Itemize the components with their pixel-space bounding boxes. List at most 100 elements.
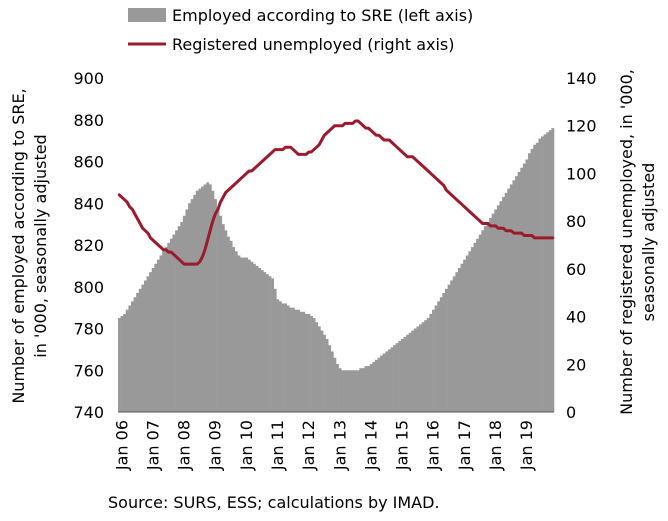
x-ticks: Jan 06 Jan 07 Jan 08 Jan 09 Jan 10 Jan 11 Jan …: [112, 420, 536, 471]
employed-bar: [138, 288, 142, 412]
employed-bar: [445, 288, 448, 412]
employed-bar: [265, 274, 269, 412]
employed-bar: [333, 357, 337, 412]
employed-bar: [242, 257, 246, 412]
employed-bar: [406, 334, 409, 412]
y-right-tick-label: 80: [566, 212, 586, 231]
legend-swatch-employed: [128, 8, 166, 22]
employed-bar: [502, 196, 505, 412]
employed-bar: [156, 259, 160, 412]
employed-bar: [361, 368, 365, 412]
employed-bar: [232, 247, 236, 412]
employed-bar: [499, 201, 503, 412]
employed-bar: [419, 324, 422, 412]
employed-bar: [390, 347, 394, 412]
employed-bar: [214, 199, 217, 412]
employed-bar: [154, 263, 158, 412]
employed-bar: [336, 363, 339, 412]
employed-bar: [180, 222, 184, 412]
employed-bar: [434, 305, 438, 412]
employed-bar: [374, 359, 378, 412]
y-left-ticks: 740 760 780 800 820 840 860 880 900: [73, 69, 104, 422]
employed-bar: [380, 355, 384, 412]
employed-bar: [312, 318, 316, 412]
employed-bar: [351, 370, 355, 412]
employed-bar: [548, 130, 552, 412]
employed-bar: [120, 315, 124, 412]
x-tick-label: Jan 08: [175, 420, 194, 471]
source-note: Source: SURS, ESS; calculations by IMAD.: [108, 493, 440, 512]
employed-bar: [486, 222, 490, 412]
employed-bar: [543, 134, 547, 413]
employed-bar: [162, 251, 166, 412]
employed-bar: [172, 234, 176, 412]
x-tick-label: Jan 12: [299, 420, 318, 471]
y-left-tick-label: 860: [73, 153, 104, 172]
employed-bar: [159, 255, 163, 412]
x-tick-label: Jan 15: [393, 420, 412, 471]
employed-bar: [276, 299, 280, 412]
employed-bar: [387, 349, 391, 413]
employed-bar: [525, 159, 529, 412]
x-tick-label: Jan 18: [486, 420, 505, 471]
employed-bar: [169, 238, 173, 412]
employed-bar: [193, 194, 197, 412]
employed-bar: [359, 368, 363, 412]
employed-bar: [271, 278, 275, 412]
x-tick-label: Jan 19: [517, 420, 536, 471]
y-left-tick-label: 760: [73, 361, 104, 380]
employed-bar: [245, 257, 249, 412]
employed-bar: [426, 318, 430, 412]
employed-bar: [465, 255, 469, 412]
y-left-axis-label-line1: Number of employed according to SRE,: [9, 88, 28, 403]
y-left-tick-label: 880: [73, 111, 104, 130]
employed-bar: [188, 203, 191, 412]
employed-bar: [496, 205, 500, 412]
employed-bar: [348, 370, 352, 412]
y-right-axis-label-line2: seasonally adjusted: [639, 163, 658, 322]
employed-bar: [507, 188, 511, 412]
employed-bar: [252, 263, 256, 412]
legend: Employed according to SRE (left axis) Re…: [128, 6, 473, 54]
employed-bar: [328, 345, 332, 412]
employed-bar: [128, 305, 132, 412]
employed-bar: [299, 311, 303, 412]
employed-bar: [317, 326, 321, 412]
employed-bar: [489, 217, 493, 412]
employed-bar: [408, 332, 412, 412]
y-right-axis-label: Number of registered unemployed, in '000…: [617, 69, 658, 415]
employed-bar: [452, 276, 456, 412]
employed-bar: [473, 242, 477, 412]
employed-bar: [195, 190, 199, 412]
employed-bar: [302, 311, 306, 412]
employed-bar: [136, 293, 140, 412]
employed-bar: [494, 209, 498, 412]
x-tick-label: Jan 13: [330, 420, 349, 471]
employed-bar: [297, 309, 300, 412]
employed-bars: [118, 128, 555, 413]
employed-bar: [164, 247, 168, 412]
employed-bar: [538, 138, 542, 413]
employed-bar: [512, 180, 516, 412]
employed-bar: [403, 336, 407, 412]
employed-bar: [481, 230, 485, 412]
employed-bar: [478, 234, 482, 412]
legend-label-unemployed: Registered unemployed (right axis): [172, 35, 454, 54]
employed-bar: [476, 238, 480, 412]
employed-bar: [364, 366, 368, 412]
y-right-axis-label-line1: Number of registered unemployed, in '000…: [617, 69, 636, 415]
employed-bar: [504, 192, 508, 412]
x-tick-label: Jan 06: [112, 420, 131, 471]
employed-bar: [260, 270, 264, 412]
employed-bar: [354, 370, 358, 412]
y-right-tick-label: 0: [566, 403, 576, 422]
employed-bar: [411, 330, 415, 412]
employed-bar: [167, 242, 171, 412]
employed-bar: [439, 297, 443, 412]
employed-bar: [447, 284, 451, 412]
y-right-tick-label: 60: [566, 260, 586, 279]
employed-bar: [460, 263, 464, 412]
employed-bar: [294, 309, 298, 412]
employed-bar: [315, 322, 319, 412]
employed-bar: [258, 267, 262, 412]
